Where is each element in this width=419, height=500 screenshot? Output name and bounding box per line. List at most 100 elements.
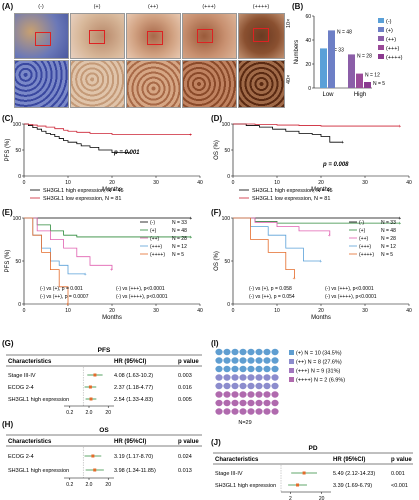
- panel-i-dot-grid: (+) N = 10 (34.5%) (++) N = 8 (27.6%) (+++…: [215, 348, 345, 426]
- hr-point-1: [88, 385, 92, 389]
- x-axis-label: Months: [102, 315, 122, 321]
- dot: [215, 357, 223, 364]
- y-axis-label: PFS (%): [5, 250, 11, 273]
- header-plus1: (+): [93, 4, 101, 10]
- legend-label-0: (+) N = 10 (34.5%): [296, 351, 342, 357]
- row-hr-1: 3.39 (1.69-6.79): [333, 483, 372, 489]
- panel-b-bar-chart: 0 20 40 60 Numbers N = 33 N = 48 N = 28 N = 12 N …: [294, 14, 403, 98]
- col-characteristics: Characteristics: [8, 439, 52, 445]
- dot: [255, 408, 263, 415]
- row-name-1: ECOG 2-4: [8, 385, 34, 391]
- dot: [255, 382, 263, 390]
- dot: [271, 382, 279, 390]
- dot: [239, 348, 247, 356]
- x-tick-label: 30: [153, 308, 159, 314]
- zoom-box: [147, 31, 163, 45]
- censor-mark-1: +: [189, 235, 192, 241]
- panel-label-g: (G): [2, 339, 14, 348]
- x-axis-label: Months: [102, 187, 122, 193]
- x-tick-label: 0: [232, 308, 235, 314]
- y-tick-label: 100: [222, 122, 231, 128]
- legend-label-0: (-): [386, 19, 392, 25]
- dot: [231, 408, 239, 415]
- y-tick-label: 50: [15, 148, 21, 154]
- x-tick-label: 40: [197, 180, 203, 186]
- row-name-0: Stage III-IV: [215, 471, 243, 477]
- dot: [271, 391, 279, 398]
- dot: [231, 399, 239, 407]
- dot: [239, 357, 247, 364]
- dot: [247, 365, 255, 373]
- header-plus2: (++): [147, 4, 159, 10]
- col-characteristics: Characteristics: [215, 457, 259, 463]
- bar-1: [328, 30, 335, 88]
- y-tick-label: 100: [13, 216, 22, 222]
- dot: [215, 399, 223, 407]
- header-neg: (-): [38, 4, 44, 10]
- histology-plus3-40x: [182, 60, 237, 108]
- row-hr-0: 5.49 (2.12-14.23): [333, 471, 375, 477]
- legend-label-1: (++) N = 8 (27.6%): [296, 360, 342, 366]
- km-curve-0: [233, 123, 343, 143]
- forest-x-tick-label: 20: [105, 482, 111, 488]
- legend-label-3: (++++) N = 2 (6.9%): [296, 378, 345, 384]
- histology-plus4-10x: [238, 13, 285, 59]
- legend-swatch-2: [378, 36, 384, 41]
- dot: [223, 408, 231, 415]
- x-tick-label: 30: [153, 180, 159, 186]
- km-curve-2: [24, 217, 113, 270]
- legend-label-4: (++++): [359, 252, 374, 258]
- dot: [271, 374, 279, 381]
- hr-point-0: [91, 454, 95, 458]
- row-hr-1: 3.98 (1.34-11.85): [114, 468, 156, 474]
- legend-label-2: (++): [386, 37, 396, 43]
- x-tick-label: 0: [232, 180, 235, 186]
- row-name-1: SH3GL1 high expression: [8, 468, 69, 474]
- x-tick-label: 30: [362, 180, 368, 186]
- hr-point-0: [302, 471, 306, 475]
- y-tick-label: 50: [224, 148, 230, 154]
- y-tick-label: 0: [227, 174, 230, 180]
- histology-plus2-40x: [126, 60, 181, 108]
- km-curve-1: [233, 123, 401, 127]
- x-axis-label: Months: [311, 187, 331, 193]
- km-curve-2: [233, 217, 331, 236]
- legend-label-1: SH3GL1 low expression, N = 81: [252, 196, 330, 202]
- legend-n-1: N = 48: [381, 228, 396, 234]
- hr-point-0: [93, 373, 97, 377]
- comparison-1: (-) vs (+++), p<0.0001: [116, 286, 165, 292]
- dot: [231, 391, 239, 398]
- legend-label-4: (++++): [150, 252, 165, 258]
- legend-label-2: (+++) N = 9 (31%): [296, 369, 340, 375]
- x-tick-label: 20: [318, 308, 324, 314]
- legend-label-1: SH3GL1 low expression, N = 81: [43, 196, 121, 202]
- y-tick-label: 0: [18, 302, 21, 308]
- dot: [271, 357, 279, 364]
- row-p-0: 0.003: [178, 373, 192, 379]
- hr-point-1: [296, 483, 300, 487]
- legend-label-0: SH3GL1 high expression, N = 45: [252, 188, 333, 194]
- col-hr: HR (95%CI): [333, 457, 365, 463]
- dot: [247, 348, 255, 356]
- total-label: N=29: [238, 420, 251, 426]
- histology-plus1-10x: [70, 13, 125, 59]
- row-p-1: 0.013: [178, 468, 192, 474]
- legend-label-1: (+): [359, 228, 366, 234]
- censor-mark-3: +: [319, 259, 322, 265]
- dot: [215, 382, 223, 390]
- histology-plus4-40x: [238, 60, 285, 108]
- km-curve-1: [24, 217, 192, 238]
- dot: [239, 374, 247, 381]
- row-name-1: SH3GL1 high expression: [215, 483, 276, 489]
- dot: [255, 365, 263, 373]
- header-plus3: (+++): [202, 4, 216, 10]
- x-tick-label: 40: [406, 308, 412, 314]
- censor-mark-2: +: [110, 268, 113, 274]
- legend-n-3: N = 12: [172, 244, 187, 250]
- x-tick-label: 20: [318, 180, 324, 186]
- y-tick-label: 100: [222, 216, 231, 222]
- y-tick-label: 40: [305, 38, 311, 44]
- dot: [215, 348, 223, 356]
- bar-0: [320, 48, 327, 88]
- dot: [247, 382, 255, 390]
